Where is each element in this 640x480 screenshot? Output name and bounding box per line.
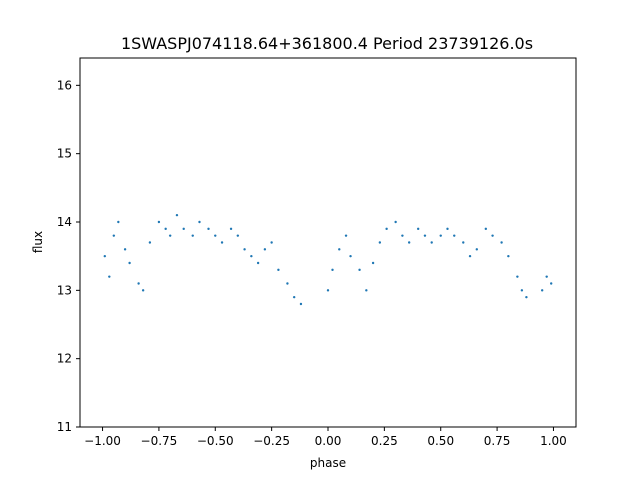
data-point	[182, 227, 185, 231]
data-point	[401, 234, 404, 237]
data-point	[338, 248, 341, 251]
y-tick-label: 14	[57, 215, 72, 229]
y-axis: 11 12 13 14 15 16	[57, 78, 80, 434]
x-tick-label: 0.50	[427, 434, 454, 448]
y-tick-label: 13	[57, 283, 72, 297]
data-point	[108, 275, 111, 278]
data-point	[229, 227, 233, 231]
data-point	[394, 220, 397, 224]
data-point	[198, 220, 201, 224]
data-point	[123, 248, 127, 251]
x-tick-label: −1.00	[84, 434, 121, 448]
data-point	[491, 234, 494, 237]
data-point	[277, 268, 280, 272]
chart-title: 1SWASPJ074118.64+361800.4 Period 2373912…	[121, 34, 533, 53]
data-point	[256, 261, 260, 265]
data-point	[117, 220, 120, 224]
data-point	[475, 248, 478, 251]
data-point	[484, 227, 488, 231]
data-point	[462, 241, 465, 244]
data-point	[220, 241, 224, 244]
y-tick-label: 11	[57, 420, 72, 434]
data-point	[416, 227, 420, 231]
data-point	[349, 254, 352, 258]
data-point	[446, 227, 449, 231]
x-tick-label: 0.00	[315, 434, 342, 448]
x-tick-label: −0.25	[253, 434, 290, 448]
data-point	[331, 268, 334, 272]
data-points	[103, 213, 553, 306]
data-point	[148, 241, 152, 244]
data-point	[407, 241, 411, 244]
data-point	[214, 234, 217, 237]
y-axis-label: flux	[31, 231, 45, 253]
y-tick-label: 16	[57, 78, 72, 92]
data-point	[525, 295, 528, 299]
data-point	[270, 241, 273, 244]
data-point	[128, 261, 131, 265]
data-point	[423, 234, 427, 237]
data-point	[299, 302, 303, 306]
data-point	[207, 227, 210, 231]
data-point	[500, 241, 503, 244]
data-point	[243, 248, 246, 251]
data-point	[157, 220, 161, 224]
data-point	[385, 227, 388, 231]
data-point	[286, 282, 289, 285]
data-point	[550, 282, 553, 285]
data-point	[545, 275, 548, 278]
x-tick-label: −0.75	[141, 434, 178, 448]
data-point	[453, 234, 456, 237]
data-point	[365, 289, 368, 292]
data-point	[175, 213, 179, 217]
y-tick-label: 15	[57, 147, 72, 161]
data-point	[263, 248, 267, 251]
data-point	[468, 254, 472, 258]
x-tick-label: 1.00	[540, 434, 567, 448]
data-point	[540, 289, 544, 292]
data-point	[371, 261, 375, 265]
x-tick-label: 0.75	[484, 434, 511, 448]
data-point	[112, 234, 116, 237]
data-point	[439, 234, 442, 237]
data-point	[378, 241, 382, 244]
data-point	[344, 234, 348, 237]
data-point	[507, 254, 510, 258]
data-point	[326, 289, 330, 292]
data-point	[168, 234, 172, 237]
data-point	[164, 227, 167, 231]
data-point	[191, 234, 194, 237]
data-point	[250, 254, 253, 258]
data-point	[516, 275, 519, 278]
x-tick-label: −0.50	[197, 434, 234, 448]
data-point	[292, 295, 296, 299]
data-point	[103, 254, 107, 258]
data-point	[430, 241, 433, 244]
x-axis: −1.00 −0.75 −0.50 −0.25 0.00 0.25 0.50 0.75 1.00	[84, 427, 567, 448]
x-tick-label: 0.25	[371, 434, 398, 448]
y-tick-label: 12	[57, 352, 72, 366]
data-point	[137, 282, 140, 285]
x-axis-label: phase	[310, 456, 346, 470]
data-point	[358, 268, 361, 272]
data-point	[141, 289, 145, 292]
data-point	[520, 289, 524, 292]
data-point	[236, 234, 240, 237]
